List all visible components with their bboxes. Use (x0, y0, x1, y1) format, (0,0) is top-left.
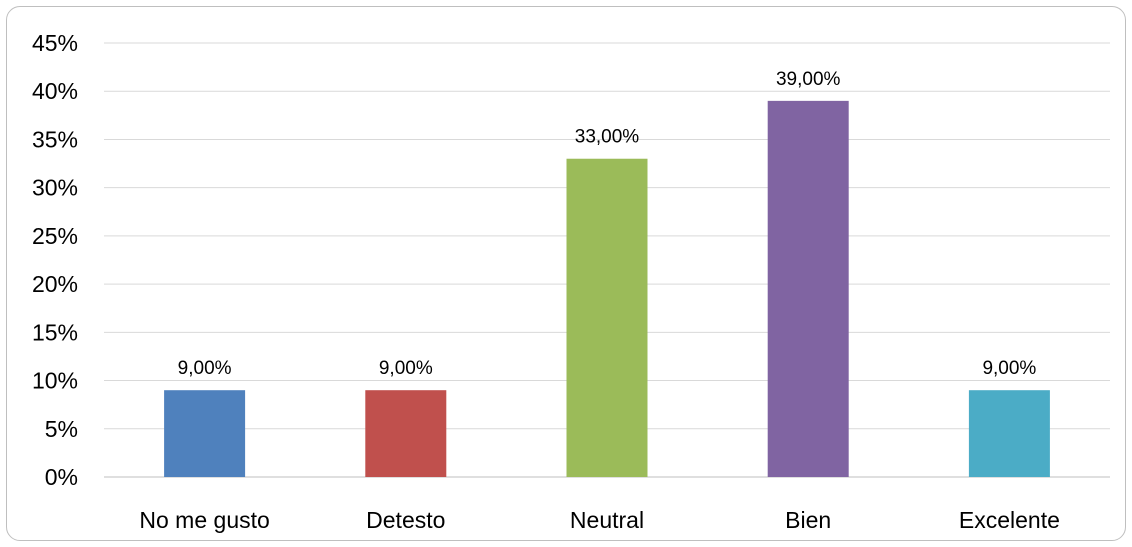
gridlines (104, 42, 1110, 478)
x-category-label: No me gusto (139, 507, 269, 533)
y-tick-label: 35% (32, 126, 78, 152)
y-tick-label: 45% (32, 30, 78, 56)
x-category-label: Excelente (959, 507, 1060, 533)
y-tick-label: 20% (32, 271, 78, 297)
bar (566, 158, 648, 477)
data-label: 33,00% (575, 127, 640, 148)
x-axis-category-labels: No me gusto Detesto Neutral Bien Excelente (139, 507, 1060, 533)
y-tick-label: 10% (32, 368, 78, 394)
y-tick-label: 40% (32, 78, 78, 104)
x-category-label: Neutral (570, 507, 644, 533)
data-labels: 9,00% 9,00% 33,00% 39,00% 9,00% (178, 69, 1037, 379)
y-tick-label: 5% (45, 416, 78, 442)
y-tick-label: 15% (32, 319, 78, 345)
x-category-label: Bien (785, 507, 831, 533)
bar (767, 100, 849, 477)
y-tick-label: 25% (32, 223, 78, 249)
y-tick-label: 0% (45, 464, 78, 490)
x-category-label: Detesto (366, 507, 445, 533)
bar (365, 390, 447, 477)
data-label: 9,00% (379, 358, 433, 379)
y-tick-label: 30% (32, 175, 78, 201)
bar (968, 390, 1050, 477)
bars (164, 100, 1050, 477)
bar (164, 390, 246, 477)
y-axis-tick-labels: 0% 5% 10% 15% 20% 25% 30% 35% 40% 45% (32, 30, 78, 490)
data-label: 9,00% (982, 358, 1036, 379)
data-label: 9,00% (178, 358, 232, 379)
data-label: 39,00% (776, 69, 841, 90)
